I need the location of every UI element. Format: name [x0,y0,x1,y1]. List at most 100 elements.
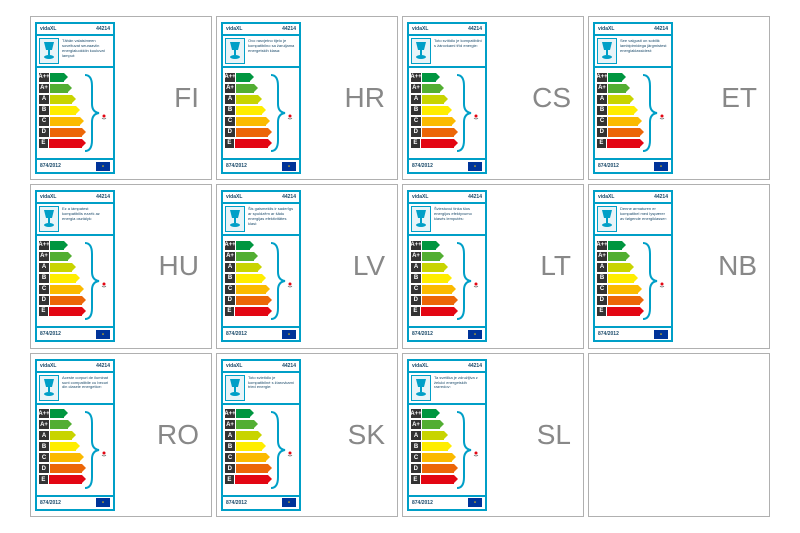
energy-class-letter: D [411,296,421,305]
energy-class-arrow [49,139,82,148]
label-body: A++ A+ A B C D E [595,236,671,326]
energy-class-letter: A [225,431,235,440]
energy-class-letter: A+ [39,420,49,429]
energy-scale: A++ A+ A B C D E [225,409,268,491]
lamp-icon [413,377,429,399]
energy-class-letter: C [225,285,235,294]
lamp-box [39,206,59,232]
energy-class-arrow [608,128,641,137]
energy-class-row: B [225,273,268,283]
bracket-area [454,72,483,154]
energy-class-arrow [236,274,262,283]
energy-class-row: C [411,116,454,126]
energy-class-row: E [225,475,268,485]
lamp-box [225,206,245,232]
energy-label-card: vidaXL 44214 Tähän valaisimeen soveltuva… [35,22,115,174]
energy-class-arrow [421,139,454,148]
compat-text: Ta svetilka je združljiva z želulci ener… [433,375,483,401]
model-text: 44214 [282,363,296,369]
energy-class-letter: B [597,106,607,115]
lamp-icon [227,208,243,230]
eu-flag-icon [96,498,110,507]
label-info: Šis gaismeklis ir saderīgs ar spuldzēm a… [223,204,299,236]
energy-class-row: A+ [39,251,82,261]
label-footer: 874/2012 [409,158,485,172]
energy-class-arrow [50,431,72,440]
energy-class-row: A++ [597,240,640,250]
label-header: vidaXL 44214 [223,361,299,373]
energy-class-letter: A++ [411,241,421,250]
energy-class-letter: A+ [411,84,421,93]
energy-class-row: A [225,262,268,272]
energy-class-arrow [608,84,626,93]
grid-cell: vidaXL 44214 Toto svietidlo je kompatibi… [216,353,398,517]
energy-class-row: C [39,284,82,294]
eu-flag-icon [468,162,482,171]
lamp-icon [41,377,57,399]
energy-class-letter: B [39,274,49,283]
energy-class-row: E [39,475,82,485]
energy-class-arrow [608,296,641,305]
grid-cell: vidaXL 44214 Aceste corpuri de iluminat … [30,353,212,517]
energy-class-row: C [39,116,82,126]
energy-class-row: D [597,127,640,137]
energy-scale: A++ A+ A B C D E [411,240,454,322]
energy-class-arrow [422,106,448,115]
energy-class-letter: D [225,296,235,305]
energy-class-arrow [422,117,452,126]
energy-class-letter: D [225,464,235,473]
label-body: A++ A+ A B C D E [409,236,485,326]
compat-text: Šis gaismeklis ir saderīgs ar spuldzēm a… [247,206,297,232]
regulation-text: 874/2012 [412,500,433,506]
energy-class-letter: C [597,285,607,294]
energy-class-arrow [236,95,258,104]
energy-class-arrow [236,106,262,115]
brand-text: vidaXL [40,363,56,369]
energy-class-arrow [236,117,266,126]
grid-cell: vidaXL 44214 Ovo rasvjetno tijelo je kom… [216,16,398,180]
energy-class-arrow [608,241,622,250]
energy-class-row: D [39,464,82,474]
language-code: NB [718,250,765,282]
energy-class-letter: A+ [411,252,421,261]
energy-class-row: E [225,306,268,316]
brand-text: vidaXL [40,194,56,200]
bracket-area [82,409,111,491]
model-text: 44214 [96,26,110,32]
energy-class-letter: D [39,296,49,305]
energy-class-letter: A++ [597,73,607,82]
energy-class-letter: A [225,95,235,104]
energy-class-letter: A++ [39,73,49,82]
energy-label-card: vidaXL 44214 Šviestuvui tinka šios energ… [407,190,487,342]
energy-class-arrow [236,420,254,429]
lamp-box [225,38,245,64]
energy-class-letter: E [597,307,606,316]
energy-label-card: vidaXL 44214 Aceste corpuri de iluminat … [35,359,115,511]
energy-class-row: A+ [39,83,82,93]
model-text: 44214 [468,194,482,200]
grid-cell: vidaXL 44214 See valgusti on sobilik lam… [588,16,770,180]
energy-class-arrow [236,263,258,272]
energy-class-arrow [608,73,622,82]
energy-class-row: D [411,464,454,474]
lamp-box [39,375,59,401]
language-code: SL [537,419,579,451]
energy-class-row: D [225,295,268,305]
energy-class-row: E [39,306,82,316]
energy-class-row: A++ [225,72,268,82]
brand-text: vidaXL [40,26,56,32]
grid-cell-empty [588,353,770,517]
regulation-text: 874/2012 [412,331,433,337]
bracket-icon [456,242,482,320]
energy-class-row: E [597,306,640,316]
energy-class-letter: A [225,263,235,272]
language-code: HU [159,250,207,282]
energy-class-letter: A+ [597,84,607,93]
lamp-icon [413,208,429,230]
energy-class-row: A+ [225,83,268,93]
energy-class-arrow [50,95,72,104]
energy-label-card: vidaXL 44214 See valgusti on sobilik lam… [593,22,673,174]
energy-class-row: A+ [225,420,268,430]
energy-class-arrow [50,296,83,305]
energy-class-letter: A++ [597,241,607,250]
